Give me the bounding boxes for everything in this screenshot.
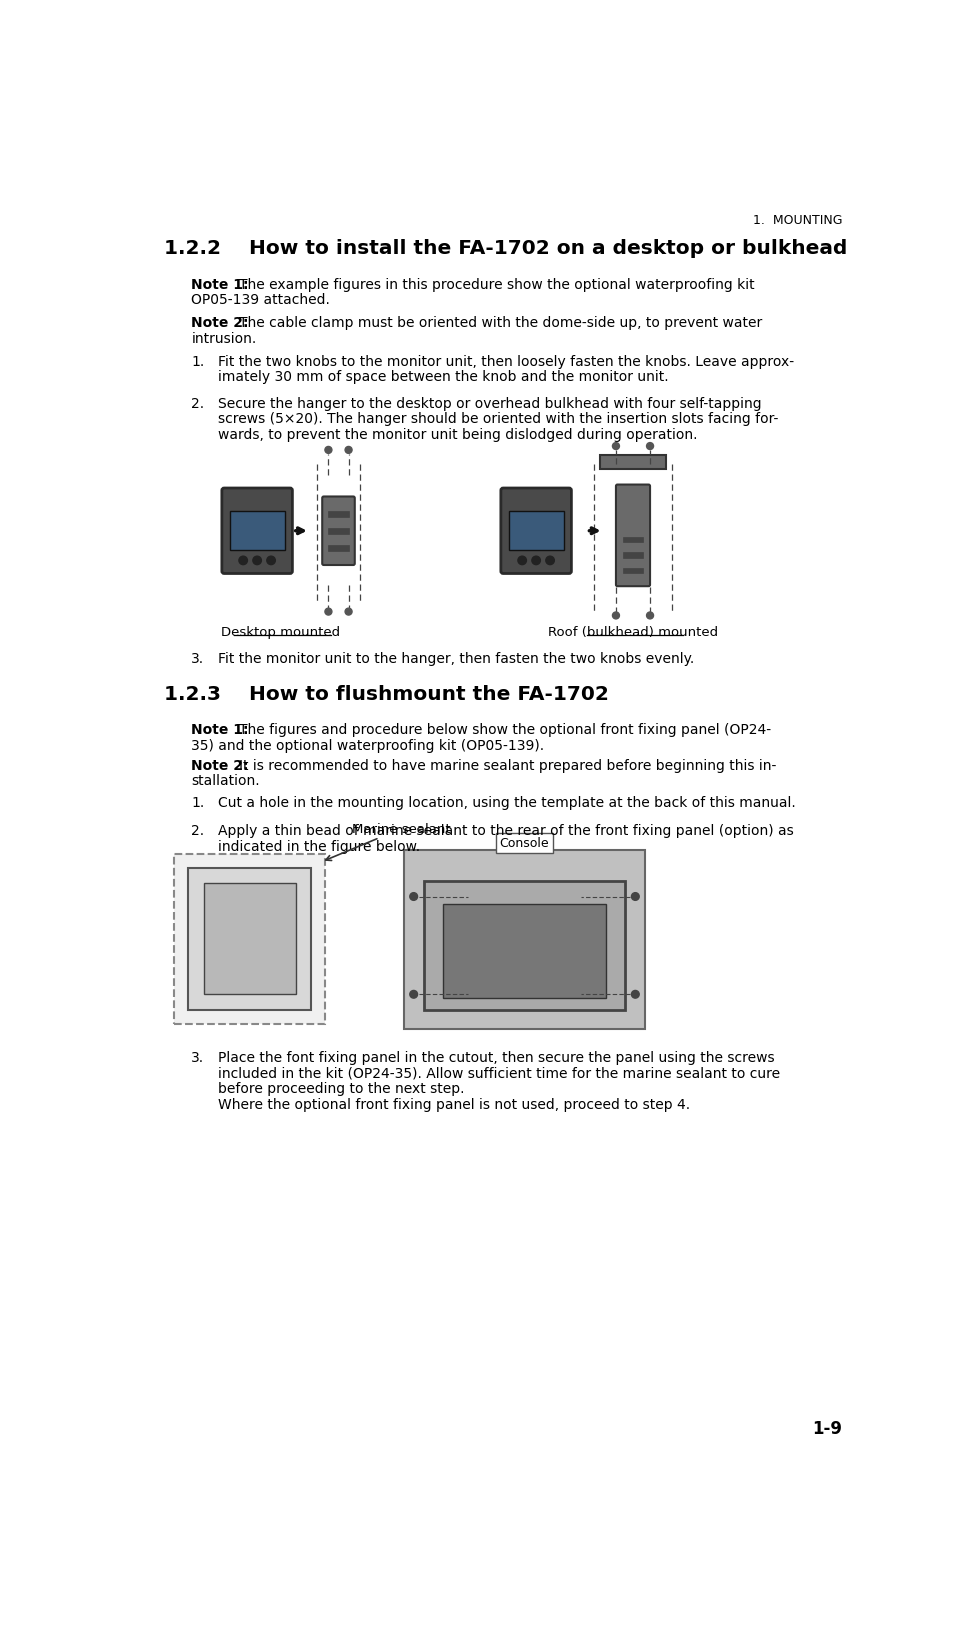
Text: Console: Console <box>500 836 549 849</box>
Circle shape <box>612 443 619 451</box>
Text: before proceeding to the next step.: before proceeding to the next step. <box>219 1082 465 1095</box>
Bar <box>623 569 643 574</box>
Circle shape <box>612 613 619 620</box>
Text: indicated in the figure below.: indicated in the figure below. <box>219 839 421 854</box>
Bar <box>229 511 285 551</box>
Bar <box>404 851 644 1029</box>
Circle shape <box>345 447 352 454</box>
Text: 1-9: 1-9 <box>813 1419 843 1437</box>
Circle shape <box>518 557 527 565</box>
Circle shape <box>410 893 418 901</box>
Text: The figures and procedure below show the optional front fixing panel (OP24-: The figures and procedure below show the… <box>239 723 772 738</box>
FancyBboxPatch shape <box>496 833 553 852</box>
Text: Secure the hanger to the desktop or overhead bulkhead with four self-tapping: Secure the hanger to the desktop or over… <box>219 397 762 411</box>
Text: 1.: 1. <box>191 795 204 810</box>
FancyBboxPatch shape <box>616 485 650 587</box>
Circle shape <box>325 447 331 454</box>
Text: 3.: 3. <box>191 1051 204 1065</box>
Text: 2.: 2. <box>191 397 204 411</box>
FancyBboxPatch shape <box>501 488 572 574</box>
Circle shape <box>546 557 554 565</box>
Text: Desktop mounted: Desktop mounted <box>221 626 340 639</box>
Text: intrusion.: intrusion. <box>191 331 257 346</box>
Text: Cut a hole in the mounting location, using the template at the back of this manu: Cut a hole in the mounting location, usi… <box>219 795 796 810</box>
Bar <box>623 538 643 543</box>
Text: 1.  MOUNTING: 1. MOUNTING <box>752 213 843 226</box>
Text: Apply a thin bead of marine sealant to the rear of the front fixing panel (optio: Apply a thin bead of marine sealant to t… <box>219 824 794 838</box>
Text: Place the font fixing panel in the cutout, then secure the panel using the screw: Place the font fixing panel in the cutou… <box>219 1051 775 1065</box>
Text: Fit the two knobs to the monitor unit, then loosely fasten the knobs. Leave appr: Fit the two knobs to the monitor unit, t… <box>219 354 794 369</box>
Text: 35) and the optional waterproofing kit (OP05-139).: 35) and the optional waterproofing kit (… <box>191 739 544 752</box>
Circle shape <box>646 443 653 451</box>
Circle shape <box>532 557 540 565</box>
Text: Note 2:: Note 2: <box>191 316 249 329</box>
Circle shape <box>325 608 331 616</box>
Text: Note 1:: Note 1: <box>191 723 249 738</box>
Text: Marine sealant: Marine sealant <box>326 823 451 860</box>
FancyBboxPatch shape <box>323 497 355 565</box>
Text: included in the kit (OP24-35). Allow sufficient time for the marine sealant to c: included in the kit (OP24-35). Allow suf… <box>219 1067 781 1080</box>
Bar <box>204 883 295 995</box>
Text: The example figures in this procedure show the optional waterproofing kit: The example figures in this procedure sh… <box>239 277 755 292</box>
Text: It is recommended to have marine sealant prepared before beginning this in-: It is recommended to have marine sealant… <box>239 759 777 772</box>
Circle shape <box>410 992 418 998</box>
Text: 1.: 1. <box>191 354 204 369</box>
Text: Where the optional front fixing panel is not used, proceed to step 4.: Where the optional front fixing panel is… <box>219 1096 690 1111</box>
Text: 1.2.2    How to install the FA-1702 on a desktop or bulkhead: 1.2.2 How to install the FA-1702 on a de… <box>164 239 848 257</box>
Bar <box>443 905 606 998</box>
Circle shape <box>646 613 653 620</box>
Text: Fit the monitor unit to the hanger, then fasten the two knobs evenly.: Fit the monitor unit to the hanger, then… <box>219 651 695 665</box>
Text: wards, to prevent the monitor unit being dislodged during operation.: wards, to prevent the monitor unit being… <box>219 428 698 441</box>
Bar <box>328 528 349 534</box>
Text: 3.: 3. <box>191 651 204 665</box>
Circle shape <box>253 557 261 565</box>
FancyBboxPatch shape <box>222 488 293 574</box>
Text: 1.2.3    How to flushmount the FA-1702: 1.2.3 How to flushmount the FA-1702 <box>164 685 609 703</box>
FancyBboxPatch shape <box>174 854 326 1024</box>
Circle shape <box>632 893 640 901</box>
Circle shape <box>345 608 352 616</box>
Bar <box>601 456 666 470</box>
Bar <box>508 511 564 551</box>
Bar <box>328 546 349 551</box>
Text: screws (5×20). The hanger should be oriented with the insertion slots facing for: screws (5×20). The hanger should be orie… <box>219 411 779 426</box>
Circle shape <box>632 992 640 998</box>
Text: 2.: 2. <box>191 824 204 838</box>
Text: The cable clamp must be oriented with the dome-side up, to prevent water: The cable clamp must be oriented with th… <box>239 316 763 329</box>
Text: stallation.: stallation. <box>191 774 260 788</box>
Circle shape <box>266 557 275 565</box>
Text: Note 1:: Note 1: <box>191 277 249 292</box>
Circle shape <box>239 557 248 565</box>
Bar <box>424 882 625 1010</box>
Text: Roof (bulkhead) mounted: Roof (bulkhead) mounted <box>548 626 718 639</box>
Bar <box>328 511 349 518</box>
Text: Note 2:: Note 2: <box>191 759 249 772</box>
Bar <box>189 869 311 1010</box>
Bar <box>623 552 643 559</box>
Text: OP05-139 attached.: OP05-139 attached. <box>191 293 330 306</box>
Text: imately 30 mm of space between the knob and the monitor unit.: imately 30 mm of space between the knob … <box>219 370 669 384</box>
